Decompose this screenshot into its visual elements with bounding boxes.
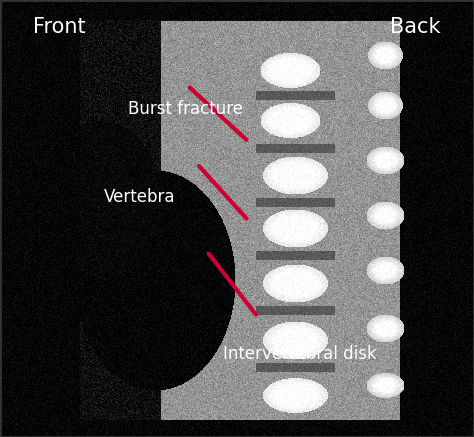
Text: Burst fracture: Burst fracture xyxy=(128,100,243,118)
Text: Back: Back xyxy=(390,17,441,38)
Text: Front: Front xyxy=(33,17,86,38)
Text: Vertebra: Vertebra xyxy=(104,187,176,206)
Text: Intervertebral disk: Intervertebral disk xyxy=(223,345,376,363)
